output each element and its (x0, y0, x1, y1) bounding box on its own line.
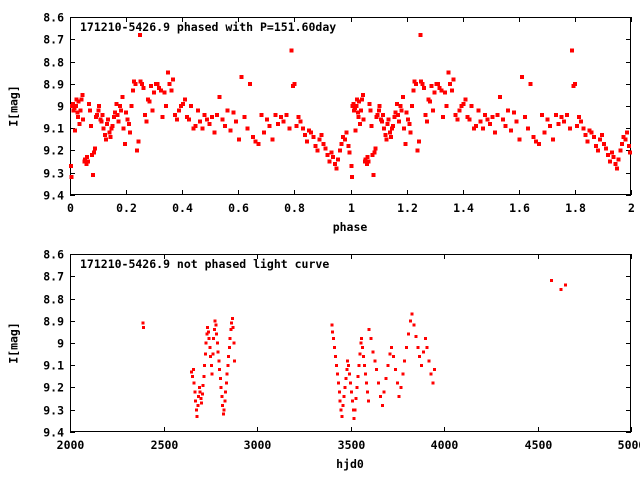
plot-title-unphased: 171210-5426.9 not phased light curve (80, 257, 330, 271)
axis-title-imag-bottom: I[mag] (6, 322, 21, 364)
plot-area-phased (69, 17, 633, 196)
y-tick-label: 8.6 (43, 246, 64, 261)
y-tick-label: 9.3 (43, 402, 64, 417)
x-tick-label: 0.2 (116, 201, 137, 215)
y-tick-label: 8.9 (43, 76, 64, 91)
y-tick-label: 8.6 (43, 9, 64, 24)
x-tick-label: 1.6 (509, 201, 530, 215)
y-tick-label: 9.2 (43, 142, 64, 157)
y-tick-label: 9.1 (43, 120, 64, 135)
x-tick-label: 2 (628, 201, 635, 215)
y-tick-label: 9 (57, 98, 64, 113)
x-tick-label: 0.4 (172, 201, 193, 215)
y-tick-label: 8.7 (43, 268, 64, 283)
x-tick-label: 0 (67, 201, 74, 215)
plot-area-unphased (70, 254, 632, 433)
axis-title-phase: phase (332, 220, 368, 234)
x-tick-label: 2500 (150, 438, 179, 452)
plot-title-phased: 171210-5426.9 phased with P=151.60day (80, 20, 337, 34)
x-tick-label: 1.8 (565, 201, 586, 215)
y-tick-label: 9.4 (43, 424, 64, 439)
y-tick-label: 9.2 (43, 379, 64, 394)
axis-title-imag-top: I[mag] (6, 85, 21, 127)
x-tick-label: 3500 (337, 438, 366, 452)
panel-phased: 171210-5426.9 phased with P=151.60day ph… (6, 9, 635, 234)
data-series (141, 279, 568, 421)
x-tick-label: 1.2 (397, 201, 418, 215)
x-tick-label: 3000 (243, 438, 272, 452)
x-tick-label: 1 (348, 201, 355, 215)
y-tick-label: 9 (57, 335, 64, 350)
x-tick-label: 0.8 (284, 201, 305, 215)
x-tick-label: 4000 (430, 438, 459, 452)
y-tick-label: 8.8 (43, 54, 64, 69)
x-tick-label: 1.4 (453, 201, 474, 215)
y-tick-label: 9.3 (43, 165, 64, 180)
panel-unphased: 171210-5426.9 not phased light curve hjd… (0, 240, 640, 480)
data-series (69, 32, 633, 180)
axis-title-hjd0: hjd0 (336, 457, 364, 471)
x-tick-label: 4500 (524, 438, 553, 452)
x-tick-label: 0.6 (228, 201, 249, 215)
y-tick-label: 8.8 (43, 291, 64, 306)
x-tick-label: 2000 (56, 438, 85, 452)
y-tick-label: 9.4 (43, 187, 64, 202)
y-tick-label: 8.7 (43, 31, 64, 46)
x-tick-label: 5000 (617, 438, 640, 452)
y-tick-label: 8.9 (43, 313, 64, 328)
y-tick-label: 9.1 (43, 357, 64, 372)
